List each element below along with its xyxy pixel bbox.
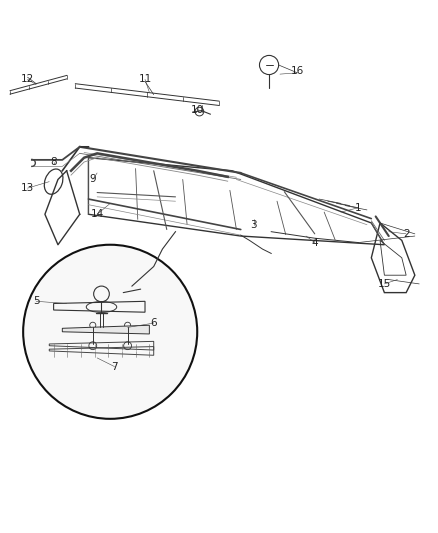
Text: 13: 13 xyxy=(21,183,34,193)
Text: 5: 5 xyxy=(33,296,39,306)
Text: 16: 16 xyxy=(291,66,304,76)
Text: 6: 6 xyxy=(150,318,157,328)
Text: 15: 15 xyxy=(378,279,391,289)
Text: 11: 11 xyxy=(138,75,152,84)
Text: 10: 10 xyxy=(191,105,204,115)
Circle shape xyxy=(23,245,197,419)
Text: 12: 12 xyxy=(21,75,34,84)
Text: 14: 14 xyxy=(91,209,104,219)
Text: 2: 2 xyxy=(403,229,410,239)
Text: 4: 4 xyxy=(311,238,318,247)
Text: 8: 8 xyxy=(50,157,57,167)
Text: 1: 1 xyxy=(355,203,362,213)
Text: 9: 9 xyxy=(89,174,96,184)
Polygon shape xyxy=(62,325,149,334)
Text: 3: 3 xyxy=(251,220,257,230)
Text: 7: 7 xyxy=(111,361,118,372)
